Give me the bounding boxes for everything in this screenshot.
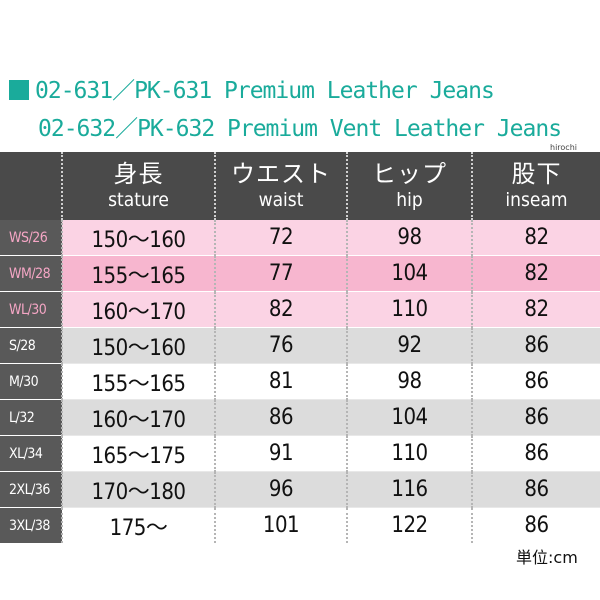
- header-waist: ウエスト waist: [214, 152, 347, 220]
- hip-cell: 98: [346, 220, 472, 256]
- table-row: L/32 160～170 86 104 86: [0, 399, 600, 436]
- size-label: WL/30: [0, 291, 62, 328]
- size-label: M/30: [0, 363, 62, 400]
- stature-cell: 160～170: [61, 399, 215, 436]
- table-row: M/30 155～165 81 98 86: [0, 363, 600, 400]
- hip-cell: 104: [346, 255, 472, 292]
- inseam-cell: 86: [471, 471, 600, 508]
- size-label: 2XL/36: [0, 471, 62, 508]
- inseam-cell: 86: [471, 327, 600, 364]
- table-row: WL/30 160～170 82 110 82: [0, 291, 600, 328]
- hip-cell: 116: [346, 471, 472, 508]
- stature-cell: 165～175: [61, 435, 215, 472]
- size-label: S/28: [0, 327, 62, 364]
- product-title-line-1: 02-631／PK-631 Premium Leather Jeans: [9, 77, 589, 105]
- inseam-cell: 86: [471, 363, 600, 400]
- table-row: 3XL/38 175～ 101 122 86: [0, 507, 600, 543]
- stature-cell: 155～165: [61, 363, 215, 400]
- table-row: S/28 150～160 76 92 86: [0, 327, 600, 364]
- header-row: 身長 stature ウエスト waist ヒップ hip 股下 inseam: [0, 152, 600, 220]
- waist-cell: 72: [214, 220, 347, 256]
- size-label: WS/26: [0, 220, 62, 256]
- table-row: WS/26 150～160 72 98 82: [0, 220, 600, 256]
- stature-cell: 155～165: [61, 255, 215, 292]
- hip-cell: 104: [346, 399, 472, 436]
- waist-cell: 82: [214, 291, 347, 328]
- hip-cell: 92: [346, 327, 472, 364]
- inseam-cell: 82: [471, 291, 600, 328]
- waist-cell: 96: [214, 471, 347, 508]
- watermark: hirochi: [550, 143, 577, 152]
- stature-cell: 175～: [61, 507, 215, 543]
- size-label: L/32: [0, 399, 62, 436]
- inseam-cell: 86: [471, 435, 600, 472]
- waist-cell: 76: [214, 327, 347, 364]
- hip-cell: 122: [346, 507, 472, 543]
- table-row: WM/28 155～165 77 104 82: [0, 255, 600, 292]
- title-text-2: 02-632／PK-632 Premium Vent Leather Jeans: [38, 116, 562, 142]
- stature-cell: 150～160: [61, 327, 215, 364]
- waist-cell: 77: [214, 255, 347, 292]
- unit-label: 単位:cm: [516, 548, 578, 567]
- hip-cell: 98: [346, 363, 472, 400]
- inseam-cell: 86: [471, 507, 600, 543]
- inseam-cell: 82: [471, 220, 600, 256]
- header-inseam: 股下 inseam: [471, 152, 600, 220]
- stature-cell: 170～180: [61, 471, 215, 508]
- teal-square-icon: [9, 80, 29, 100]
- header-size: [0, 152, 62, 220]
- stature-cell: 150～160: [61, 220, 215, 256]
- title-text-1: 02-631／PK-631 Premium Leather Jeans: [35, 78, 495, 104]
- hip-cell: 110: [346, 291, 472, 328]
- inseam-cell: 82: [471, 255, 600, 292]
- waist-cell: 91: [214, 435, 347, 472]
- size-label: XL/34: [0, 435, 62, 472]
- header-hip: ヒップ hip: [346, 152, 472, 220]
- size-label: 3XL/38: [0, 507, 62, 543]
- size-label: WM/28: [0, 255, 62, 292]
- inseam-cell: 86: [471, 399, 600, 436]
- stature-cell: 160～170: [61, 291, 215, 328]
- size-chart-table: 身長 stature ウエスト waist ヒップ hip 股下 inseam WS/2…: [0, 152, 600, 543]
- waist-cell: 101: [214, 507, 347, 543]
- waist-cell: 86: [214, 399, 347, 436]
- hip-cell: 110: [346, 435, 472, 472]
- waist-cell: 81: [214, 363, 347, 400]
- table-row: 2XL/36 170～180 96 116 86: [0, 471, 600, 508]
- header-stature: 身長 stature: [61, 152, 215, 220]
- product-title-line-2: 02-632／PK-632 Premium Vent Leather Jeans: [38, 115, 600, 143]
- table-row: XL/34 165～175 91 110 86: [0, 435, 600, 472]
